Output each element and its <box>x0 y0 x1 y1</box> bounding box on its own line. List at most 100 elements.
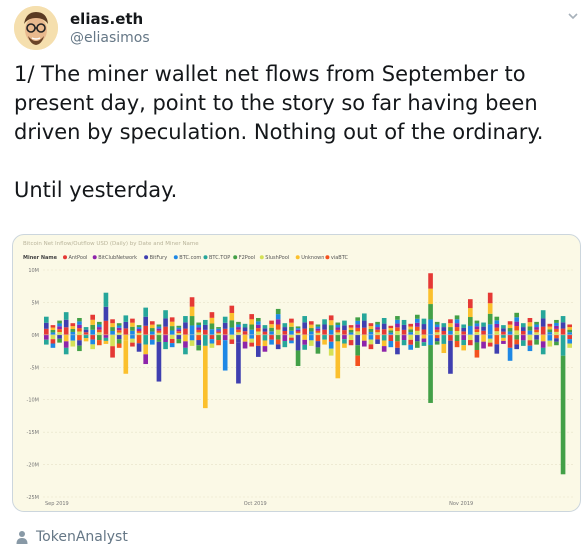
bar-segment <box>342 334 347 340</box>
bar-segment <box>236 324 241 328</box>
bar-segment <box>57 329 62 333</box>
bar-segment <box>302 339 308 345</box>
bar-segment <box>269 327 274 332</box>
bar-segment <box>355 331 361 335</box>
bar-segment <box>401 329 407 335</box>
bar-segment <box>401 319 407 325</box>
bar-segment <box>83 327 89 330</box>
bar-segment <box>315 341 321 348</box>
bar-segment <box>103 306 109 321</box>
bar-segment <box>315 326 321 329</box>
bar-segment <box>63 341 69 348</box>
legend-entry: BitClubNetwork <box>98 255 137 261</box>
bar-segment <box>487 334 493 339</box>
bar-segment <box>414 322 420 327</box>
bar-segment <box>481 341 486 349</box>
bar-segment <box>169 334 175 339</box>
bar-segment <box>209 334 215 340</box>
bar-segment <box>269 331 274 335</box>
bar-segment <box>163 326 168 335</box>
bar-segment <box>487 292 493 304</box>
bar-segment <box>481 330 486 335</box>
bar-segment <box>189 316 195 326</box>
bar-segment <box>269 339 274 345</box>
bar-segment <box>90 319 96 325</box>
bar-segment <box>348 332 354 335</box>
bar-segment <box>474 320 480 324</box>
bar-segment <box>77 345 82 352</box>
bar-segment <box>149 324 155 329</box>
bar-segment <box>302 334 308 340</box>
bar-segment <box>355 324 361 328</box>
bar-segment <box>176 331 182 334</box>
bar-segment <box>328 341 334 349</box>
bar-segment <box>547 332 553 335</box>
y-tick-label: -25M <box>27 495 39 501</box>
bar-segment <box>96 332 102 335</box>
bar-segment <box>136 334 142 344</box>
bar-segment <box>322 334 327 340</box>
author-display-name[interactable]: elias.eth <box>70 9 144 28</box>
bar-segment <box>308 328 314 332</box>
chevron-down-icon[interactable] <box>567 10 579 22</box>
bar-segment <box>454 327 460 331</box>
bar-segment <box>77 324 82 329</box>
bar-segment <box>289 326 294 331</box>
bar-segment <box>501 328 506 332</box>
tweet-media-chart[interactable]: Bitcoin Net Inflow/Outflow USD (Daily) b… <box>12 234 581 512</box>
bar-segment <box>236 329 241 333</box>
bar-segment <box>540 310 546 319</box>
avatar[interactable] <box>14 6 58 50</box>
bar-segment <box>308 331 314 335</box>
bar-segment <box>322 319 327 325</box>
bar-segment <box>156 334 162 342</box>
bar-segment <box>567 324 573 328</box>
bar-segment <box>295 331 301 334</box>
bar-segment <box>43 322 49 329</box>
bar-segment <box>514 334 520 340</box>
bar-segment <box>560 316 566 323</box>
bar-segment <box>103 340 109 344</box>
bar-segment <box>116 325 122 328</box>
bar-segment <box>183 322 188 329</box>
bar-segment <box>295 326 301 329</box>
bar-segment <box>408 332 414 335</box>
bar-segment <box>368 344 374 350</box>
bar-segment <box>110 330 115 335</box>
bar-segment <box>501 334 506 338</box>
bar-segment <box>149 321 155 325</box>
bar-segment <box>348 329 354 333</box>
y-tick-label: -15M <box>27 430 39 436</box>
bar-segment <box>388 328 394 331</box>
bar-segment <box>381 317 387 324</box>
bar-segment <box>216 340 221 346</box>
bar-segment <box>302 344 308 350</box>
bar-segment <box>414 330 420 335</box>
bar-segment <box>454 315 460 320</box>
bar-segment <box>242 331 248 335</box>
media-attribution[interactable]: TokenAnalyst <box>16 528 128 546</box>
chart-title: Bitcoin Net Inflow/Outflow USD (Daily) b… <box>23 241 199 247</box>
author-names: elias.eth @eliasimos <box>70 10 150 47</box>
bar-segment <box>123 328 129 335</box>
author-handle[interactable]: @eliasimos <box>70 29 150 46</box>
bar-segment <box>176 327 182 330</box>
bar-segment <box>534 321 539 325</box>
bar-segment <box>282 323 288 328</box>
bar-segment <box>176 329 182 332</box>
bar-segment <box>428 288 433 305</box>
bar-segment <box>242 327 248 332</box>
bar-segment <box>428 319 433 335</box>
y-tick-label: 10M <box>28 268 39 274</box>
bar-segment <box>474 323 480 327</box>
bar-segment <box>90 344 96 350</box>
bar-segment <box>454 323 460 328</box>
bar-segment <box>534 334 539 340</box>
bar-segment <box>282 341 288 348</box>
bar-segment <box>547 340 553 347</box>
bar-segment <box>461 334 467 341</box>
bar-segment <box>209 323 215 330</box>
bar-segment <box>461 340 467 346</box>
bar-segment <box>554 338 559 342</box>
bar-segment <box>567 334 573 340</box>
